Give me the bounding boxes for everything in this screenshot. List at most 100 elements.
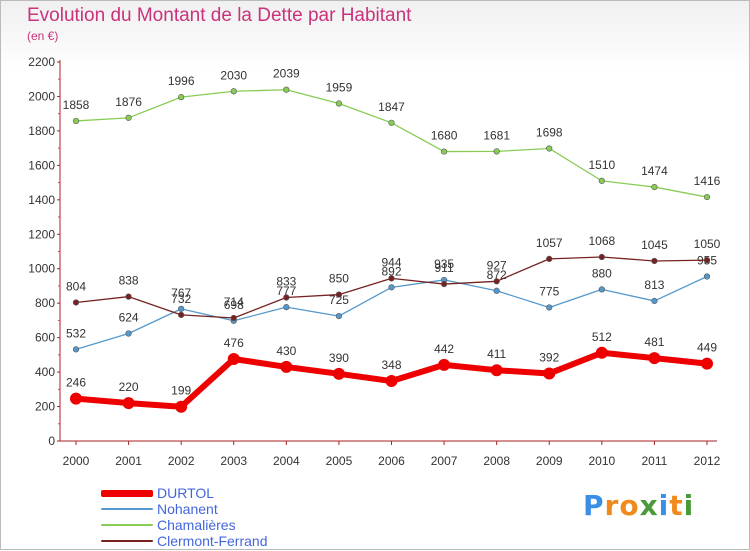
logo-letter: P [583, 489, 605, 522]
data-point-nohanent [283, 304, 290, 311]
data-point-clermont-ferrand [283, 294, 290, 301]
y-tick-label: 800 [35, 296, 55, 310]
x-tick-label: 2010 [588, 454, 615, 468]
data-label-durtol: 392 [539, 350, 559, 364]
data-label-durtol: 481 [644, 335, 664, 349]
data-point-durtol [385, 375, 398, 388]
data-label-clermont-ferrand: 838 [119, 274, 139, 288]
data-label-nohanent: 698 [224, 298, 244, 312]
data-point-chamalieres [493, 148, 500, 155]
data-label-nohanent: 767 [171, 286, 191, 300]
data-point-clermont-ferrand [651, 257, 658, 265]
logo-letter: i [658, 489, 670, 522]
data-label-clermont-ferrand: 804 [66, 279, 86, 293]
data-point-clermont-ferrand [598, 253, 605, 261]
legend-swatch [101, 524, 153, 526]
data-point-clermont-ferrand [703, 257, 711, 264]
data-label-chamalieres: 1698 [536, 125, 563, 139]
data-point-clermont-ferrand [72, 299, 80, 306]
data-point-clermont-ferrand [178, 311, 185, 318]
data-point-clermont-ferrand [335, 291, 343, 298]
data-point-chamalieres [651, 183, 658, 191]
data-point-durtol [122, 397, 135, 410]
data-label-clermont-ferrand: 1050 [694, 237, 721, 251]
data-label-durtol: 220 [119, 380, 139, 394]
logo-letter: x [639, 489, 659, 522]
y-tick-label: 1800 [28, 124, 55, 138]
data-label-chamalieres: 1959 [326, 81, 353, 95]
data-point-nohanent [72, 346, 80, 353]
data-point-chamalieres [335, 100, 343, 107]
data-point-nohanent [335, 313, 343, 320]
data-point-nohanent [388, 284, 395, 291]
x-tick-label: 2007 [431, 454, 458, 468]
data-point-durtol [175, 400, 188, 413]
data-point-nohanent [493, 287, 500, 294]
data-point-clermont-ferrand [440, 280, 448, 288]
x-tick-label: 2009 [536, 454, 563, 468]
data-point-durtol [70, 392, 82, 405]
x-tick-label: 2006 [378, 454, 405, 468]
logo-letter: t [669, 489, 684, 522]
x-tick-label: 2012 [694, 454, 721, 468]
data-label-nohanent: 725 [329, 293, 349, 307]
x-tick-label: 2002 [168, 454, 195, 468]
data-label-clermont-ferrand: 850 [329, 272, 349, 286]
data-label-durtol: 430 [276, 344, 296, 358]
x-tick-label: 2011 [642, 454, 668, 468]
data-point-clermont-ferrand [125, 293, 132, 300]
data-point-clermont-ferrand [493, 278, 500, 285]
data-point-chamalieres [440, 148, 448, 155]
data-label-nohanent: 532 [66, 326, 86, 340]
data-label-chamalieres: 1474 [641, 164, 668, 178]
x-tick-label: 2004 [273, 454, 300, 468]
data-point-nohanent [651, 297, 658, 305]
data-point-durtol [595, 346, 608, 359]
y-tick-label: 2200 [28, 55, 55, 69]
y-tick-label: 400 [35, 365, 55, 379]
data-label-clermont-ferrand: 1057 [536, 236, 563, 250]
data-point-nohanent [178, 305, 185, 312]
data-label-chamalieres: 1876 [115, 95, 142, 109]
chart-title: Evolution du Montant de la Dette par Hab… [27, 5, 412, 26]
data-point-chamalieres [72, 117, 80, 125]
data-label-chamalieres: 1858 [63, 98, 90, 112]
data-label-durtol: 442 [434, 342, 454, 356]
y-tick-label: 2000 [28, 89, 55, 103]
data-label-chamalieres: 1996 [168, 74, 195, 88]
logo-letter: o [619, 489, 640, 522]
x-tick-label: 2005 [326, 454, 353, 468]
legend-swatch [101, 540, 153, 542]
data-label-clermont-ferrand: 1068 [588, 234, 615, 248]
y-tick-label: 200 [35, 400, 55, 414]
data-point-chamalieres [230, 88, 237, 95]
y-tick-label: 1600 [28, 158, 55, 172]
data-point-chamalieres [125, 114, 132, 121]
data-label-chamalieres: 1680 [431, 129, 458, 143]
data-point-nohanent [125, 330, 132, 337]
data-point-durtol [490, 364, 503, 377]
proxiti-logo: Proxiti [583, 489, 694, 522]
logo-letter: r [604, 489, 620, 522]
data-point-durtol [543, 367, 556, 380]
legend-label: Clermont-Ferrand [157, 533, 268, 549]
data-label-clermont-ferrand: 714 [224, 295, 244, 309]
data-point-chamalieres [388, 119, 395, 126]
data-label-durtol: 512 [592, 330, 612, 344]
logo-letter: i [683, 489, 695, 522]
legend-label: Nohanent [157, 501, 218, 517]
y-tick-label: 1200 [28, 227, 55, 241]
data-point-chamalieres [703, 193, 711, 201]
y-tick-label: 1000 [28, 262, 55, 276]
data-label-nohanent: 777 [276, 284, 296, 298]
data-point-nohanent [703, 273, 711, 280]
chart-subtitle: (en €) [27, 29, 59, 43]
data-label-chamalieres: 2030 [220, 68, 247, 82]
data-label-nohanent: 813 [644, 278, 664, 292]
data-point-durtol [280, 360, 293, 373]
data-label-clermont-ferrand: 911 [435, 261, 454, 275]
data-label-chamalieres: 1416 [694, 174, 721, 188]
data-point-durtol [332, 367, 345, 380]
data-label-durtol: 246 [66, 376, 86, 390]
